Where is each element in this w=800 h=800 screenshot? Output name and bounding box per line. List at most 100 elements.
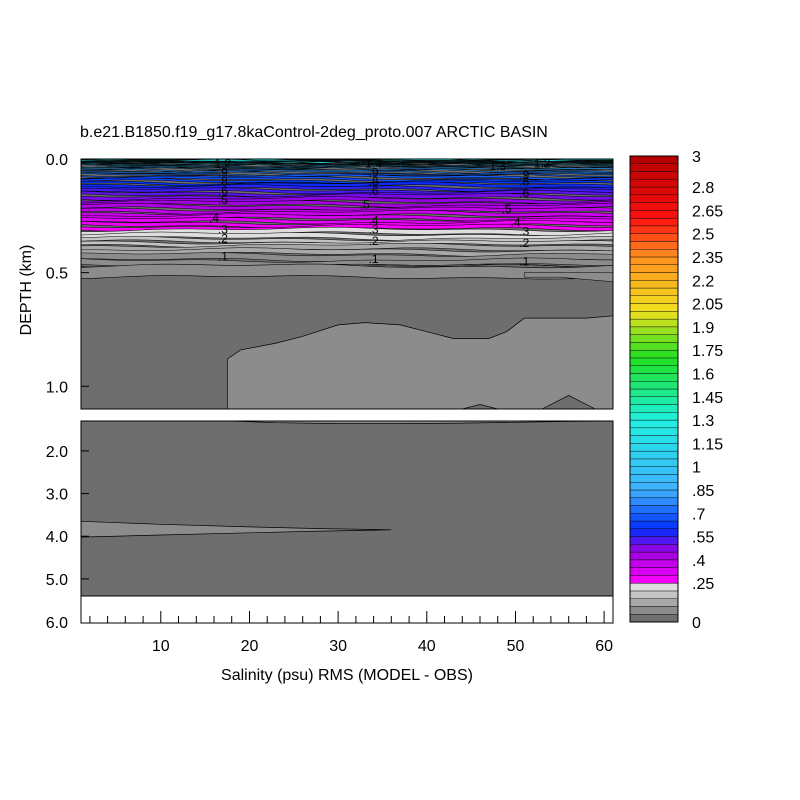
colorbar-label: 1.6 — [692, 367, 714, 384]
colorbar-band — [629, 186, 679, 196]
contour-label: .6 — [369, 184, 379, 198]
y-tick-label: 5.0 — [46, 572, 68, 589]
contour-label: .1 — [519, 254, 529, 268]
colorbar-band — [629, 458, 679, 467]
colorbar-band — [629, 551, 679, 561]
colorbar-band — [629, 590, 679, 599]
contour-region — [541, 395, 596, 409]
colorbar-band — [629, 303, 679, 312]
contour-label: .8 — [519, 175, 529, 189]
colorbar-band — [629, 559, 679, 568]
colorbar-band — [629, 419, 679, 429]
contour-label: 1.2 — [534, 157, 551, 171]
colorbar-band — [629, 544, 679, 553]
contour-band — [81, 220, 613, 229]
colorbar-band — [629, 505, 679, 514]
colorbar-label: 1 — [692, 460, 701, 477]
y-tick-label: 3.0 — [46, 487, 68, 504]
colorbar-band — [629, 489, 679, 498]
colorbar-label: 2.8 — [692, 180, 714, 197]
chart-title: b.e21.B1850.f19_g17.8kaControl-2deg_prot… — [80, 124, 548, 141]
colorbar-label: 2.5 — [692, 227, 714, 244]
contour-band — [81, 184, 613, 192]
contour-label: .3 — [369, 223, 379, 237]
upper-panel-frame — [80, 158, 614, 410]
colorbar-band — [629, 582, 679, 592]
contour-band — [81, 165, 613, 171]
contour-label: .2 — [519, 236, 529, 250]
x-tick-label: 10 — [152, 638, 170, 655]
lower-panel — [81, 421, 613, 596]
contour-label: .2 — [218, 232, 228, 246]
colorbar-label: 2.35 — [692, 250, 723, 267]
contour-label: .9 — [519, 168, 529, 182]
colorbar-band — [629, 536, 679, 545]
colorbar-label: 2.65 — [692, 203, 723, 220]
contour-label: .8 — [218, 175, 228, 189]
colorbar-band — [629, 482, 679, 491]
colorbar-band — [629, 365, 679, 374]
colorbar-band — [629, 443, 679, 452]
colorbar-frame — [629, 155, 679, 623]
colorbar-band — [629, 427, 679, 436]
contour-label: 1.3 — [489, 159, 506, 173]
colorbar-band — [629, 225, 679, 234]
x-tick-label: 50 — [507, 638, 525, 655]
contour-band — [81, 162, 613, 168]
colorbar-band — [629, 334, 679, 343]
colorbar-band — [629, 575, 679, 584]
colorbar-band — [629, 474, 679, 483]
colorbar-label: .55 — [692, 530, 714, 547]
colorbar-band — [629, 357, 679, 366]
contour-label: .8 — [369, 175, 379, 189]
x-tick-label: 20 — [241, 638, 259, 655]
contour-label: .5 — [360, 198, 370, 212]
contour-region — [81, 520, 392, 538]
colorbar-band — [629, 381, 679, 390]
y-axis-ticks: 0.0 0.5 1.0 2.0 3.0 4.0 5.0 — [46, 152, 89, 589]
lower-panel-background — [81, 421, 613, 596]
colorbar-band — [629, 513, 679, 522]
contour-band — [81, 236, 613, 245]
colorbar-band — [629, 606, 679, 615]
contour-label: .6 — [519, 186, 529, 200]
colorbar-band — [629, 528, 679, 537]
colorbar-band — [629, 450, 679, 460]
colorbar-band — [629, 280, 679, 289]
colorbar-band — [629, 210, 679, 219]
colorbar-band — [629, 241, 679, 250]
colorbar-band — [629, 404, 679, 413]
colorbar-band — [629, 396, 679, 405]
colorbar-label: .25 — [692, 576, 714, 593]
colorbar-band — [629, 233, 679, 242]
colorbar-band — [629, 342, 679, 351]
contour-label: .1 — [218, 250, 228, 264]
contour-region — [226, 315, 613, 409]
y-tick-label: 1.0 — [46, 379, 68, 396]
contour-band — [81, 203, 613, 212]
colorbar-band — [629, 520, 679, 530]
colorbar-label: .4 — [692, 553, 705, 570]
colorbar-label: 3 — [692, 149, 701, 166]
colorbar-band — [629, 155, 679, 164]
contour-label: 1.4 — [365, 157, 382, 171]
colorbar-label: 2.05 — [692, 297, 723, 314]
colorbar-band — [629, 287, 679, 296]
y-tick-label: 4.0 — [46, 529, 68, 546]
y-axis-label: DEPTH (km) — [18, 245, 35, 336]
colorbar-band — [629, 202, 679, 211]
colorbar-band — [629, 295, 679, 304]
x-axis-strip — [80, 595, 614, 624]
contour-label: .4 — [209, 211, 219, 225]
colorbar-band — [629, 388, 679, 397]
contour-region — [524, 272, 613, 282]
contour-label: .6 — [218, 184, 228, 198]
colorbar-label: 2.2 — [692, 273, 714, 290]
colorbar: 3 2.8 2.65 2.5 2.35 2.2 2.05 1.9 1.75 1.6 1.45 1.3 1… — [629, 149, 723, 632]
colorbar-label: 1.75 — [692, 343, 723, 360]
contour-label: .2 — [369, 234, 379, 248]
y-tick-label-6: 6.0 — [46, 615, 68, 632]
colorbar-band — [629, 497, 679, 506]
colorbar-label: 1.45 — [692, 390, 723, 407]
colorbar-label: .7 — [692, 506, 705, 523]
